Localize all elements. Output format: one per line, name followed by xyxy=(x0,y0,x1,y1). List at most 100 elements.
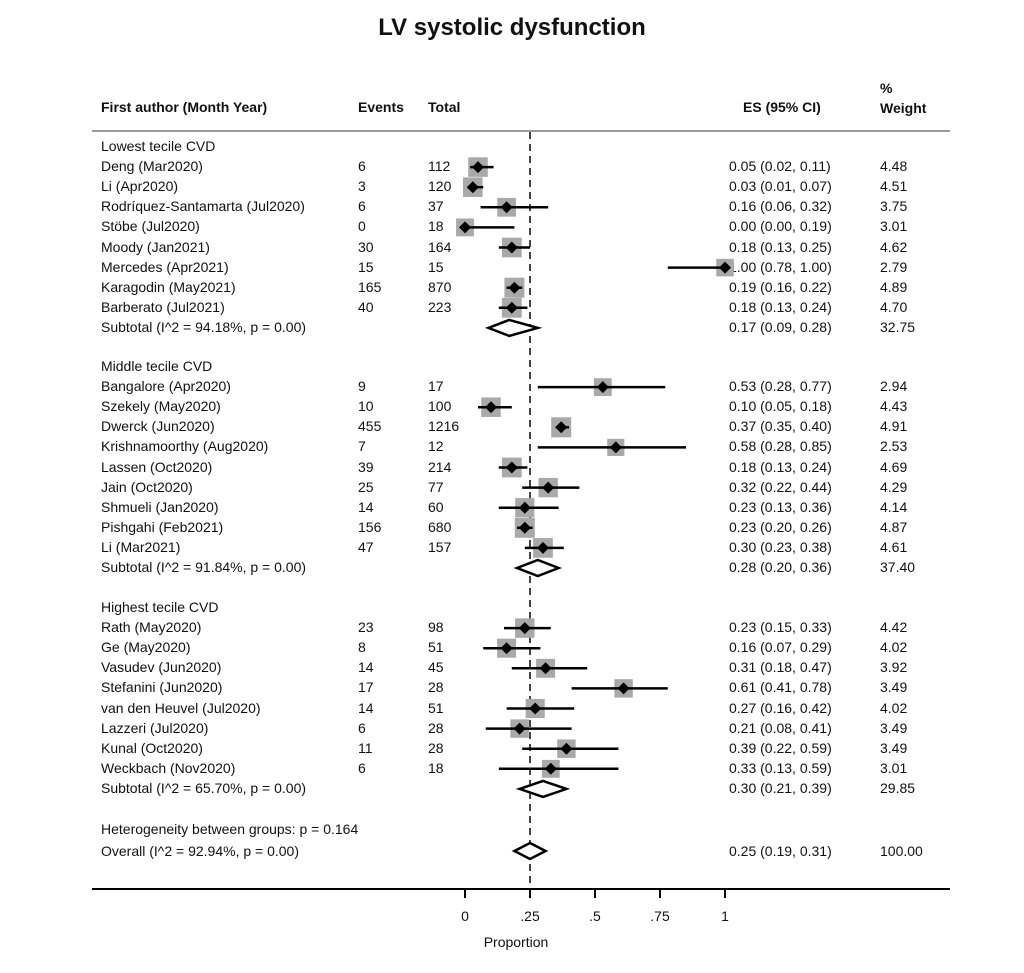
point-estimate-marker xyxy=(537,541,549,554)
point-estimate-marker xyxy=(596,381,609,394)
study-es: 0.30 (0.23, 0.38) xyxy=(729,538,832,555)
study-total: 51 xyxy=(428,639,444,656)
x-tick-label: .75 xyxy=(650,908,670,924)
study-total: 28 xyxy=(428,719,444,736)
study-events: 6 xyxy=(358,158,366,175)
study-es: 0.61 (0.41, 0.78) xyxy=(729,679,832,696)
study-es: 0.16 (0.06, 0.32) xyxy=(729,198,832,215)
study-name: Kunal (Oct2020) xyxy=(101,739,203,756)
subtotal-diamond xyxy=(484,318,543,338)
study-events: 14 xyxy=(358,659,374,676)
point-estimate-marker xyxy=(617,682,630,695)
subtotal-label: Subtotal (I^2 = 65.70%, p = 0.00) xyxy=(101,779,307,796)
study-es: 0.05 (0.02, 0.11) xyxy=(729,158,831,175)
study-es: 0.58 (0.28, 0.85) xyxy=(729,438,832,455)
study-events: 39 xyxy=(358,458,374,475)
study-weight: 4.29 xyxy=(880,478,908,495)
point-estimate-marker xyxy=(466,181,479,194)
subtotal-label: Subtotal (I^2 = 91.84%, p = 0.00) xyxy=(101,559,307,575)
study-events: 11 xyxy=(358,739,373,756)
study-name: Barberato (Jul2021) xyxy=(101,298,225,315)
point-estimate-marker xyxy=(518,622,531,635)
header-weight-pct: % xyxy=(880,80,893,96)
point-estimate-marker xyxy=(500,201,513,214)
header-divider xyxy=(92,130,950,132)
study-weight: 4.61 xyxy=(880,538,908,555)
study-name: Deng (Mar2020) xyxy=(101,158,203,175)
study-total: 18 xyxy=(428,759,444,776)
study-weight: 3.01 xyxy=(880,759,908,776)
study-events: 0 xyxy=(358,218,366,235)
group-label: Highest tecile CVD xyxy=(101,599,219,615)
study-events: 14 xyxy=(358,498,374,515)
point-estimate-marker xyxy=(529,702,542,715)
x-axis-label: Proportion xyxy=(484,934,549,950)
study-name: Krishnamoorthy (Aug2020) xyxy=(101,438,269,455)
subtotal-weight: 32.75 xyxy=(880,318,916,335)
study-name: Pishgahi (Feb2021) xyxy=(101,518,224,535)
study-total: 60 xyxy=(428,498,444,515)
study-es: 0.18 (0.13, 0.24) xyxy=(729,298,832,315)
study-weight: 4.91 xyxy=(880,418,908,435)
study-name: Rodríquez-Santamarta (Jul2020) xyxy=(101,198,305,215)
study-es: 0.10 (0.05, 0.18) xyxy=(729,398,832,415)
study-es: 0.03 (0.01, 0.07) xyxy=(729,178,832,195)
study-events: 23 xyxy=(358,619,374,636)
study-weight: 4.51 xyxy=(880,178,908,195)
study-weight: 4.02 xyxy=(880,699,908,716)
study-events: 455 xyxy=(358,418,382,435)
study-total: 37 xyxy=(428,198,444,215)
study-weight: 4.62 xyxy=(880,238,908,255)
x-tick-label: 1 xyxy=(721,908,729,924)
header-weight: Weight xyxy=(880,100,927,116)
study-name: Stöbe (Jul2020) xyxy=(101,218,200,235)
header-es: ES (95% CI) xyxy=(743,99,821,115)
study-total: 17 xyxy=(428,378,444,395)
study-es: 0.21 (0.08, 0.41) xyxy=(729,719,832,736)
group-label: Middle tecile CVD xyxy=(101,358,213,374)
study-name: Lazzeri (Jul2020) xyxy=(101,719,209,736)
study-total: 45 xyxy=(428,659,444,676)
study-es: 1.00 (0.78, 1.00) xyxy=(729,258,832,275)
study-name: Li (Mar2021) xyxy=(101,538,181,555)
study-weight: 2.79 xyxy=(880,258,908,275)
subtotal-label: Subtotal (I^2 = 94.18%, p = 0.00) xyxy=(101,318,307,335)
study-weight: 3.49 xyxy=(880,739,908,756)
study-weight: 4.70 xyxy=(880,298,908,315)
study-es: 0.33 (0.13, 0.59) xyxy=(729,759,832,776)
study-events: 7 xyxy=(358,438,366,455)
study-es: 0.19 (0.16, 0.22) xyxy=(729,278,832,295)
study-name: van den Heuvel (Jul2020) xyxy=(101,699,261,716)
study-name: Ge (May2020) xyxy=(101,639,191,656)
point-estimate-marker xyxy=(539,662,552,675)
study-events: 156 xyxy=(358,518,382,535)
study-weight: 3.49 xyxy=(880,719,908,736)
study-weight: 4.69 xyxy=(880,458,908,475)
study-total: 12 xyxy=(428,438,444,455)
study-name: Karagodin (May2021) xyxy=(101,278,236,295)
study-weight: 4.14 xyxy=(880,498,908,515)
study-name: Li (Apr2020) xyxy=(101,178,179,195)
study-weight: 2.94 xyxy=(880,378,908,395)
study-events: 17 xyxy=(358,679,374,696)
study-es: 0.31 (0.18, 0.47) xyxy=(729,659,832,676)
study-events: 30 xyxy=(358,238,374,255)
point-estimate-marker xyxy=(544,762,557,775)
study-total: 157 xyxy=(428,538,452,555)
point-estimate-marker xyxy=(542,481,555,494)
study-events: 165 xyxy=(358,278,382,295)
study-name: Rath (May2020) xyxy=(101,619,202,636)
study-es: 0.23 (0.15, 0.33) xyxy=(729,619,832,636)
study-events: 8 xyxy=(358,639,366,656)
x-tick-label: 0 xyxy=(461,908,469,924)
subtotal-es: 0.17 (0.09, 0.28) xyxy=(729,318,832,335)
study-events: 15 xyxy=(358,258,374,275)
study-weight: 4.87 xyxy=(880,518,908,535)
group-label: Lowest tecile CVD xyxy=(101,138,216,154)
study-events: 47 xyxy=(358,538,374,555)
study-weight: 3.75 xyxy=(880,198,908,215)
x-tick-label: .25 xyxy=(520,908,540,924)
header-study: First author (Month Year) xyxy=(101,99,268,115)
study-name: Lassen (Oct2020) xyxy=(101,458,213,475)
